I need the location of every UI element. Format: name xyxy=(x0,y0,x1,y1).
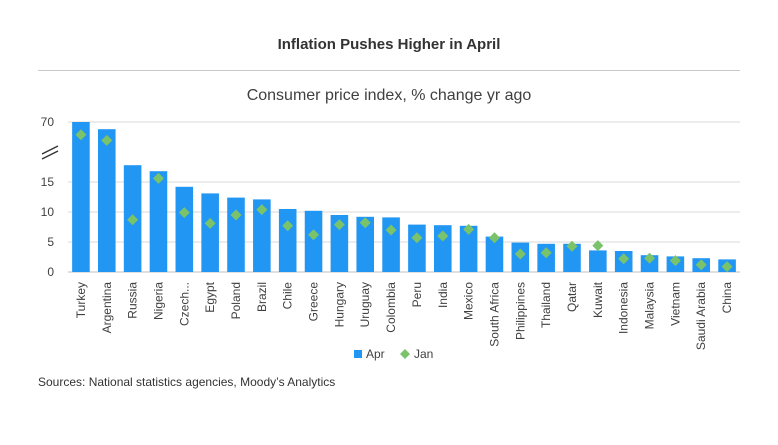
x-tick-label: Greece xyxy=(307,282,321,322)
y-tick-label: 70 xyxy=(41,115,55,129)
bar-apr xyxy=(330,215,349,272)
marker-jan xyxy=(178,207,190,219)
marker-jan xyxy=(101,134,113,146)
x-tick-label: Peru xyxy=(410,282,424,307)
x-tick-label: Philippines xyxy=(513,282,527,340)
x-tick-label: Argentina xyxy=(100,282,114,334)
bar-apr xyxy=(253,199,271,272)
bar-apr xyxy=(72,122,90,272)
marker-jan xyxy=(514,248,526,260)
chart-subtitle: Consumer price index, % change yr ago xyxy=(246,87,532,104)
marker-jan xyxy=(308,229,320,241)
x-tick-label: South Africa xyxy=(487,282,501,347)
marker-jan xyxy=(566,240,578,252)
marker-jan xyxy=(411,232,423,244)
bar-apr xyxy=(97,129,116,272)
bar-apr xyxy=(201,193,219,272)
legend-label-jan: Jan xyxy=(414,347,433,361)
x-tick-label: Kuwait xyxy=(591,281,605,318)
marker-jan xyxy=(75,129,87,141)
x-tick-label: Hungary xyxy=(332,282,346,327)
axis-break-mark xyxy=(41,150,59,160)
bar-apr xyxy=(356,216,375,272)
x-tick-label: Egypt xyxy=(203,281,217,312)
y-tick-label: 10 xyxy=(41,205,55,219)
bar-apr xyxy=(227,197,245,272)
x-tick-label: Indonesia xyxy=(617,282,631,334)
marker-jan xyxy=(695,259,707,271)
y-tick-label: 0 xyxy=(47,265,54,279)
x-tick-label: Turkey xyxy=(74,282,88,318)
legend-label-apr: Apr xyxy=(366,347,385,361)
x-tick-label: China xyxy=(720,282,734,314)
x-tick-label: Vietnam xyxy=(668,282,682,326)
x-tick-label: Mexico xyxy=(462,282,476,320)
bar-apr xyxy=(408,224,426,272)
marker-jan xyxy=(488,232,500,244)
marker-jan xyxy=(127,214,139,226)
x-tick-label: Colombia xyxy=(384,282,398,333)
x-tick-label: Poland xyxy=(229,282,243,319)
chart-title: Inflation Pushes Higher in April xyxy=(277,36,501,53)
bar-apr xyxy=(175,186,194,272)
marker-jan xyxy=(152,172,164,184)
marker-jan xyxy=(437,230,449,242)
bar-apr xyxy=(304,210,323,272)
source-note: Sources: National statistics agencies, M… xyxy=(38,375,336,389)
marker-jan xyxy=(644,252,656,264)
marker-jan xyxy=(204,217,216,229)
bar-apr xyxy=(589,250,607,272)
marker-jan xyxy=(592,240,604,252)
x-tick-label: Malaysia xyxy=(643,282,657,330)
x-tick-label: Czech... xyxy=(177,282,191,326)
bar-apr xyxy=(459,225,478,272)
marker-jan xyxy=(540,247,552,259)
title-divider xyxy=(38,70,740,71)
marker-jan xyxy=(256,204,268,216)
marker-jan xyxy=(618,253,630,265)
y-tick-label: 5 xyxy=(47,235,54,249)
x-tick-label: Nigeria xyxy=(151,282,165,320)
legend-swatch-jan xyxy=(400,349,410,359)
bar-apr xyxy=(563,243,581,272)
x-tick-label: Brazil xyxy=(255,282,269,312)
bar-apr xyxy=(149,171,168,272)
x-tick-label: Uruguay xyxy=(358,282,372,327)
bar-apr xyxy=(485,236,504,272)
x-tick-label: India xyxy=(436,282,450,308)
marker-jan xyxy=(385,224,397,236)
marker-jan xyxy=(282,220,294,232)
x-tick-label: Russia xyxy=(126,282,140,319)
bar-apr xyxy=(278,209,297,272)
x-tick-label: Thailand xyxy=(539,282,553,328)
axis-break-mark xyxy=(41,145,59,155)
marker-jan xyxy=(463,223,475,235)
x-tick-label: Qatar xyxy=(565,282,579,312)
legend-swatch-apr xyxy=(354,350,362,358)
marker-jan xyxy=(721,261,733,273)
marker-jan xyxy=(230,209,242,221)
x-tick-label: Saudi Arabia xyxy=(694,282,708,350)
x-tick-label: Chile xyxy=(281,282,295,310)
marker-jan xyxy=(359,217,371,229)
marker-jan xyxy=(669,255,681,267)
y-tick-label: 15 xyxy=(41,175,55,189)
marker-jan xyxy=(333,219,345,231)
